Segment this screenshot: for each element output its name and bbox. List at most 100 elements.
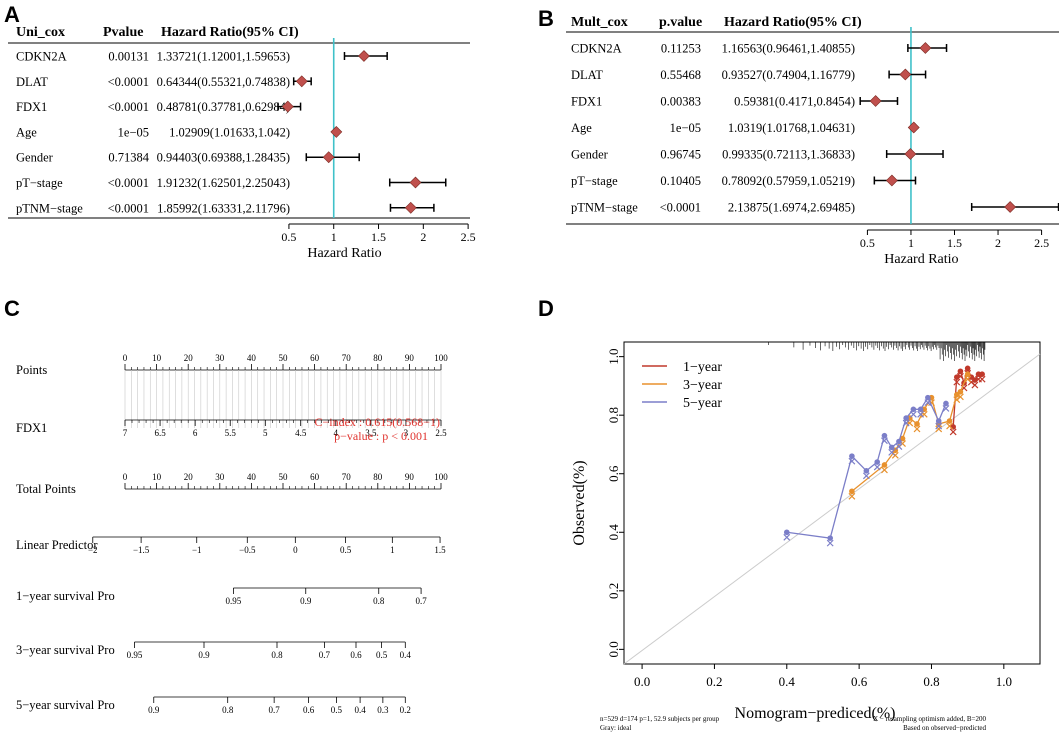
forest-a-row-hr: 0.48781(0.37781,0.62984): [157, 100, 290, 114]
forest-b-row-hr: 1.16563(0.96461,1.40855): [722, 42, 855, 56]
nomogram-tick-label: 50: [279, 353, 289, 363]
forest-a-axis-tick-label: 1: [331, 230, 337, 244]
nomogram-tick-label: 1: [390, 545, 395, 555]
nomogram-tick-label: 0.2: [400, 705, 411, 715]
calibration-point: [881, 462, 888, 468]
forest-b-row-label: FDX1: [571, 95, 602, 109]
nomogram-tick-label: −1: [192, 545, 202, 555]
forest-b-row-label: pT−stage: [571, 174, 618, 188]
nomogram-tick-label: 60: [310, 472, 320, 482]
forest-b-axis-tick-label: 2.5: [1034, 236, 1049, 250]
x-axis-tick-label: 0.6: [851, 674, 868, 689]
calibration-corrected-mark: [909, 410, 917, 418]
nomogram-tick-label: 20: [184, 472, 194, 482]
nomogram-tick-label: 10: [152, 472, 162, 482]
forest-b-header-pvalue: p.value: [659, 15, 702, 30]
nomogram-row-label: FDX1: [16, 421, 47, 435]
nomogram-tick-label: 0.3: [377, 705, 389, 715]
calibration-point: [896, 438, 902, 445]
forest-a-hr-point: [409, 176, 422, 189]
calibration-corrected-mark: [935, 422, 943, 430]
nomogram-tick-label: 0.95: [127, 650, 143, 660]
forest-a-row-hr: 1.33721(1.12001,1.59653): [157, 50, 290, 64]
y-axis-tick-label: 0.2: [606, 583, 621, 599]
forest-a-row-label: DLAT: [16, 75, 48, 89]
calibration-corrected-mark: [826, 539, 834, 547]
calibration-corrected-mark: [862, 472, 870, 480]
forest-b-row-hr: 0.59381(0.4171,0.8454): [734, 95, 855, 109]
nomogram-tick-label: 40: [247, 472, 257, 482]
calibration-point: [964, 365, 971, 372]
forest-b-axis-tick-label: 1: [908, 236, 914, 250]
forest-a-row-hr: 0.64344(0.55321,0.74838): [157, 75, 290, 89]
x-axis-tick-label: 0.2: [706, 674, 722, 689]
forest-b-header-model: Mult_cox: [571, 15, 628, 30]
nomogram-tick-label: 100: [434, 472, 448, 482]
footnote-right-1: X − resampling optimism added, B=200: [873, 715, 986, 723]
calibration-corrected-mark: [848, 492, 856, 500]
panel-letter-b: B: [538, 6, 554, 31]
forest-a-row-pvalue: 1e−05: [118, 125, 149, 139]
panel-letter-a: A: [4, 2, 20, 27]
y-axis-tick-label: 0.4: [606, 524, 621, 541]
forest-a-row-label: FDX1: [16, 100, 47, 114]
calibration-corrected-mark: [978, 375, 986, 383]
forest-a-row-label: pTNM−stage: [16, 201, 83, 215]
calibration-point: [903, 415, 909, 421]
forest-a-axis-tick-label: 2.5: [461, 230, 476, 244]
forest-b-row-pvalue: 0.55468: [660, 68, 701, 82]
forest-a-axis-tick-label: 2: [420, 230, 426, 244]
nomogram-tick-label: 4.5: [295, 428, 307, 438]
nomogram-tick-label: 0.4: [400, 650, 412, 660]
forest-b-row-pvalue: 0.11253: [661, 42, 701, 56]
nomogram-row-label: Linear Predictor: [16, 538, 98, 552]
forest-a-header-hr: Hazard Ratio(95% CI): [161, 25, 299, 40]
c-index-annotation: C−index : 0.615(0.568−1): [314, 415, 440, 429]
nomogram-tick-label: 30: [215, 472, 225, 482]
calibration-corrected-mark: [956, 372, 964, 380]
nomogram-tick-label: 3.5: [365, 428, 377, 438]
forest-b-row-label: Gender: [571, 148, 609, 162]
x-axis-tick-label: 0.8: [923, 674, 939, 689]
calibration-point: [888, 444, 895, 451]
nomogram-tick-label: 10: [152, 353, 162, 363]
calibration-point: [874, 459, 881, 465]
nomogram-tick-label: 4: [334, 428, 339, 438]
forest-b-hr-point: [869, 95, 882, 107]
calibration-point: [827, 535, 833, 541]
calibration-point: [925, 394, 931, 401]
calibration-corrected-mark: [956, 393, 964, 401]
legend-label: 3−year: [683, 378, 722, 393]
y-axis-tick-label: 1.0: [606, 349, 621, 365]
nomogram-tick-label: 0.5: [340, 545, 352, 555]
forest-a-axis-tick-label: 0.5: [281, 230, 296, 244]
nomogram-tick-label: 60: [310, 353, 320, 363]
forest-a-axis-tick-label: 1.5: [371, 230, 386, 244]
nomogram-tick-label: 5: [263, 428, 268, 438]
calibration-corrected-mark: [942, 405, 950, 412]
x-axis-tick-label: 0.0: [634, 674, 650, 689]
forest-a-hr-point: [358, 50, 370, 62]
y-axis-tick-label: 0.0: [606, 641, 621, 657]
forest-a-row-label: Age: [16, 125, 37, 139]
forest-a-row-pvalue: <0.0001: [108, 176, 149, 190]
forest-a-header-model: Uni_cox: [16, 25, 65, 40]
nomogram-tick-label: 0: [123, 353, 128, 363]
nomogram-tick-label: 1.5: [434, 545, 446, 555]
calibration-point: [910, 406, 917, 413]
nomogram-tick-label: 6.5: [154, 428, 166, 438]
calibration-point: [979, 371, 985, 378]
forest-b-row-label: Age: [571, 121, 592, 135]
nomogram-tick-label: 0.8: [222, 705, 234, 715]
calibration-corrected-mark: [924, 399, 932, 407]
calibration-point: [957, 388, 964, 395]
nomogram-row-label: Points: [16, 363, 47, 377]
forest-b-hr-point: [899, 68, 912, 81]
nomogram-tick-label: 0.5: [331, 705, 343, 715]
calibration-corrected-mark: [848, 457, 856, 465]
x-axis-tick-label: 1.0: [996, 674, 1012, 689]
forest-a-row-pvalue: 0.00131: [108, 50, 149, 64]
nomogram-tick-label: 0.6: [350, 650, 362, 660]
nomogram-tick-label: −1.5: [133, 545, 150, 555]
